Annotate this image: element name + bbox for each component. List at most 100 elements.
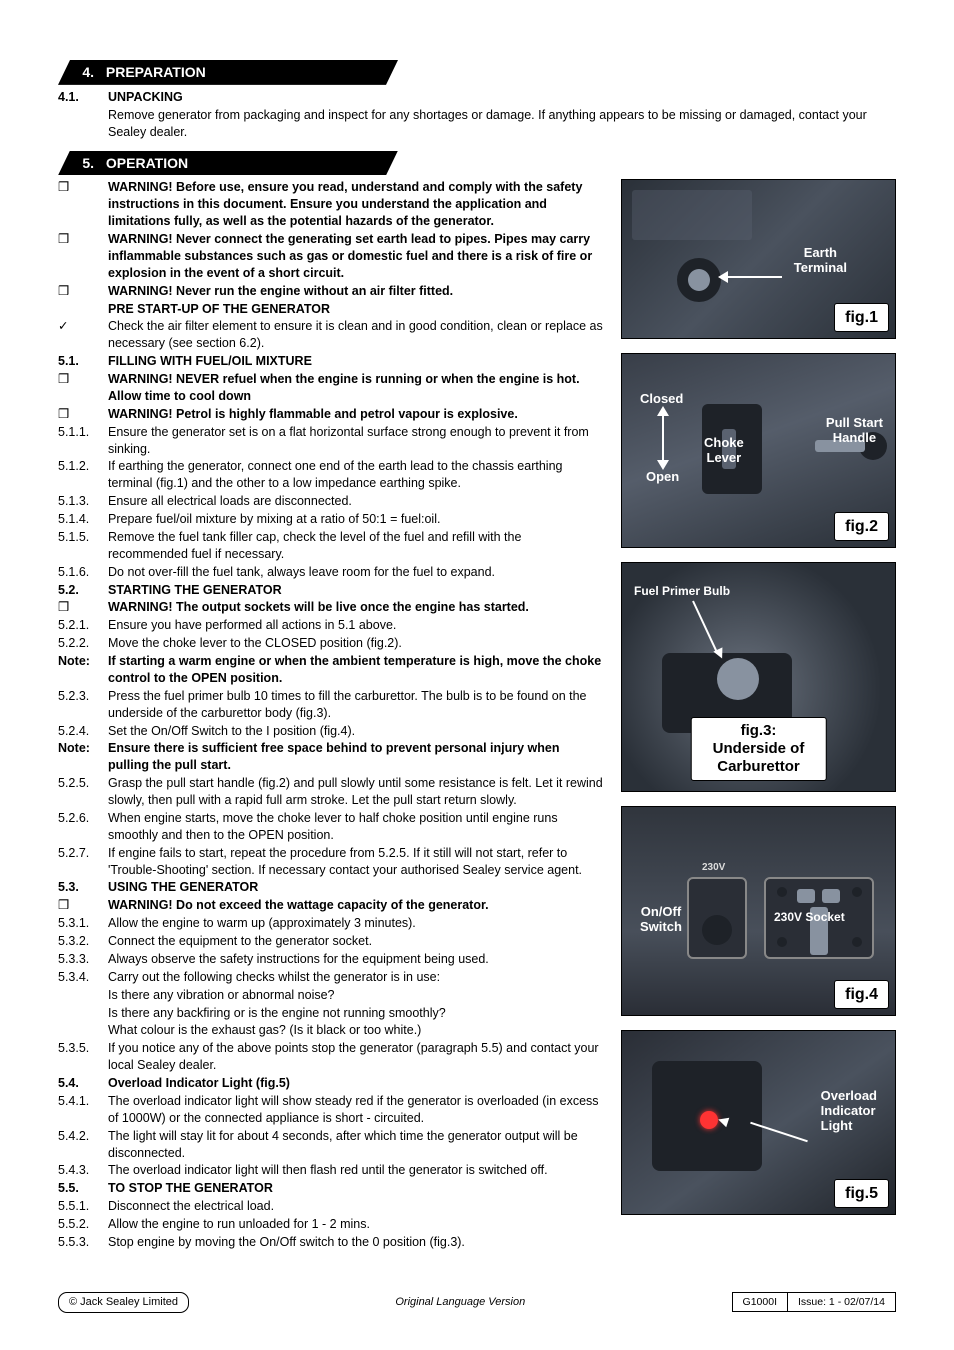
list-item: ❒WARNING! The output sockets will be liv… xyxy=(58,599,603,616)
list-item: Note:Ensure there is sufficient free spa… xyxy=(58,740,603,774)
item-number: 5.3.5. xyxy=(58,1040,108,1057)
list-item: 5.3.4.Carry out the following checks whi… xyxy=(58,969,603,986)
item-number: 5.1.3. xyxy=(58,493,108,510)
list-item: 4.1.UNPACKING xyxy=(58,89,896,106)
item-number: ❒ xyxy=(58,599,108,616)
list-item: 5.5.1.Disconnect the electrical load. xyxy=(58,1198,603,1215)
list-item: 5.3.USING THE GENERATOR xyxy=(58,879,603,896)
list-item: 5.2.3.Press the fuel primer bulb 10 time… xyxy=(58,688,603,722)
item-text: Prepare fuel/oil mixture by mixing at a … xyxy=(108,511,603,528)
item-text: Grasp the pull start handle (fig.2) and … xyxy=(108,775,603,809)
list-item: 5.1.1.Ensure the generator set is on a f… xyxy=(58,424,603,458)
item-number: 5.1.4. xyxy=(58,511,108,528)
item-number: ✓ xyxy=(58,318,108,335)
figures-column: Earth Terminal fig.1 Closed Open Choke L… xyxy=(621,179,896,1229)
item-number: 5.3.1. xyxy=(58,915,108,932)
item-text: Carry out the following checks whilst th… xyxy=(108,969,603,986)
item-number: 5.5. xyxy=(58,1180,108,1197)
footer-center: Original Language Version xyxy=(395,1295,525,1310)
item-number: ❒ xyxy=(58,283,108,300)
fig3-primer: Fuel Primer Bulb xyxy=(634,585,730,599)
item-number: ❒ xyxy=(58,231,108,248)
list-item: 5.1.FILLING WITH FUEL/OIL MIXTURE xyxy=(58,353,603,370)
fig1-label: fig.1 xyxy=(834,303,889,333)
item-number: ❒ xyxy=(58,179,108,196)
section-4-body: 4.1.UNPACKINGRemove generator from packa… xyxy=(58,89,896,141)
item-text: UNPACKING xyxy=(108,89,896,106)
item-text: Set the On/Off Switch to the I position … xyxy=(108,723,603,740)
item-text: Connect the equipment to the generator s… xyxy=(108,933,603,950)
item-number: 5.2.2. xyxy=(58,635,108,652)
item-number: ❒ xyxy=(58,406,108,423)
item-number: 5.5.3. xyxy=(58,1234,108,1251)
item-text: Overload Indicator Light (fig.5) xyxy=(108,1075,603,1092)
item-text: Ensure you have performed all actions in… xyxy=(108,617,603,634)
list-item: PRE START-UP OF THE GENERATOR xyxy=(58,301,603,318)
list-item: 5.1.4.Prepare fuel/oil mixture by mixing… xyxy=(58,511,603,528)
list-item: 5.3.3.Always observe the safety instruct… xyxy=(58,951,603,968)
item-number: 5.2.1. xyxy=(58,617,108,634)
figure-3: Fuel Primer Bulb fig.3: Underside of Car… xyxy=(621,562,896,792)
list-item: 5.2.4.Set the On/Off Switch to the I pos… xyxy=(58,723,603,740)
list-item: 5.4.1.The overload indicator light will … xyxy=(58,1093,603,1127)
footer-copyright: © Jack Sealey Limited xyxy=(58,1292,189,1313)
list-item: 5.4.Overload Indicator Light (fig.5) xyxy=(58,1075,603,1092)
list-item: ❒WARNING! NEVER refuel when the engine i… xyxy=(58,371,603,405)
figure-5: Overload Indicator Light fig.5 xyxy=(621,1030,896,1215)
item-number: 5.2.6. xyxy=(58,810,108,827)
list-item: 5.5.2.Allow the engine to run unloaded f… xyxy=(58,1216,603,1233)
fig1-earth-label: Earth Terminal xyxy=(794,246,847,276)
list-item: 5.4.2.The light will stay lit for about … xyxy=(58,1128,603,1162)
item-number: Note: xyxy=(58,653,108,670)
item-text: Check the air filter element to ensure i… xyxy=(108,318,603,352)
item-text: Do not over-fill the fuel tank, always l… xyxy=(108,564,603,581)
item-text: Move the choke lever to the CLOSED posit… xyxy=(108,635,603,652)
footer-issue: Issue: 1 - 02/07/14 xyxy=(788,1292,896,1312)
item-text: Allow the engine to warm up (approximate… xyxy=(108,915,603,932)
list-item: ❒WARNING! Never connect the generating s… xyxy=(58,231,603,282)
list-item: 5.3.2.Connect the equipment to the gener… xyxy=(58,933,603,950)
item-number: 5.4. xyxy=(58,1075,108,1092)
list-item: Remove generator from packaging and insp… xyxy=(58,107,896,141)
item-number: 5.1.1. xyxy=(58,424,108,441)
section-4-title: PREPARATION xyxy=(106,64,206,80)
section-5-header: 5. OPERATION xyxy=(58,151,896,176)
list-item: 5.5.TO STOP THE GENERATOR xyxy=(58,1180,603,1197)
list-item: 5.2.1.Ensure you have performed all acti… xyxy=(58,617,603,634)
item-text: WARNING! Petrol is highly flammable and … xyxy=(108,406,603,423)
item-text: Allow the engine to run unloaded for 1 -… xyxy=(108,1216,603,1233)
item-number: 5.4.3. xyxy=(58,1162,108,1179)
item-text: FILLING WITH FUEL/OIL MIXTURE xyxy=(108,353,603,370)
item-text: TO STOP THE GENERATOR xyxy=(108,1180,603,1197)
list-item: 5.5.3.Stop engine by moving the On/Off s… xyxy=(58,1234,603,1251)
list-item: 5.3.5.If you notice any of the above poi… xyxy=(58,1040,603,1074)
item-number: 5.1.6. xyxy=(58,564,108,581)
item-number: 5.2.4. xyxy=(58,723,108,740)
list-item: ❒WARNING! Petrol is highly flammable and… xyxy=(58,406,603,423)
list-item: Is there any vibration or abnormal noise… xyxy=(58,987,603,1004)
list-item: 5.1.5.Remove the fuel tank filler cap, c… xyxy=(58,529,603,563)
list-item: 5.1.2.If earthing the generator, connect… xyxy=(58,458,603,492)
item-text: If engine fails to start, repeat the pro… xyxy=(108,845,603,879)
fig2-choke: Choke Lever xyxy=(704,436,744,466)
item-text: PRE START-UP OF THE GENERATOR xyxy=(108,301,603,318)
item-text: Ensure the generator set is on a flat ho… xyxy=(108,424,603,458)
fig2-pull: Pull Start Handle xyxy=(826,416,883,446)
page-footer: © Jack Sealey Limited Original Language … xyxy=(58,1292,896,1313)
item-text: STARTING THE GENERATOR xyxy=(108,582,603,599)
list-item: What colour is the exhaust gas? (Is it b… xyxy=(58,1022,603,1039)
fig2-closed: Closed xyxy=(640,392,683,407)
item-text: WARNING! Never run the engine without an… xyxy=(108,283,603,300)
item-text: Is there any vibration or abnormal noise… xyxy=(108,987,603,1004)
list-item: ❒WARNING! Do not exceed the wattage capa… xyxy=(58,897,603,914)
list-item: Is there any backfiring or is the engine… xyxy=(58,1005,603,1022)
fig2-label: fig.2 xyxy=(834,512,889,542)
item-number: 5.4.1. xyxy=(58,1093,108,1110)
list-item: 5.2.2.Move the choke lever to the CLOSED… xyxy=(58,635,603,652)
figure-4: 230V On/Off Switch 230V Socket fig.4 xyxy=(621,806,896,1016)
item-text: WARNING! Never connect the generating se… xyxy=(108,231,603,282)
item-text: Always observe the safety instructions f… xyxy=(108,951,603,968)
list-item: 5.3.1.Allow the engine to warm up (appro… xyxy=(58,915,603,932)
item-text: WARNING! NEVER refuel when the engine is… xyxy=(108,371,603,405)
item-number: 5.2. xyxy=(58,582,108,599)
